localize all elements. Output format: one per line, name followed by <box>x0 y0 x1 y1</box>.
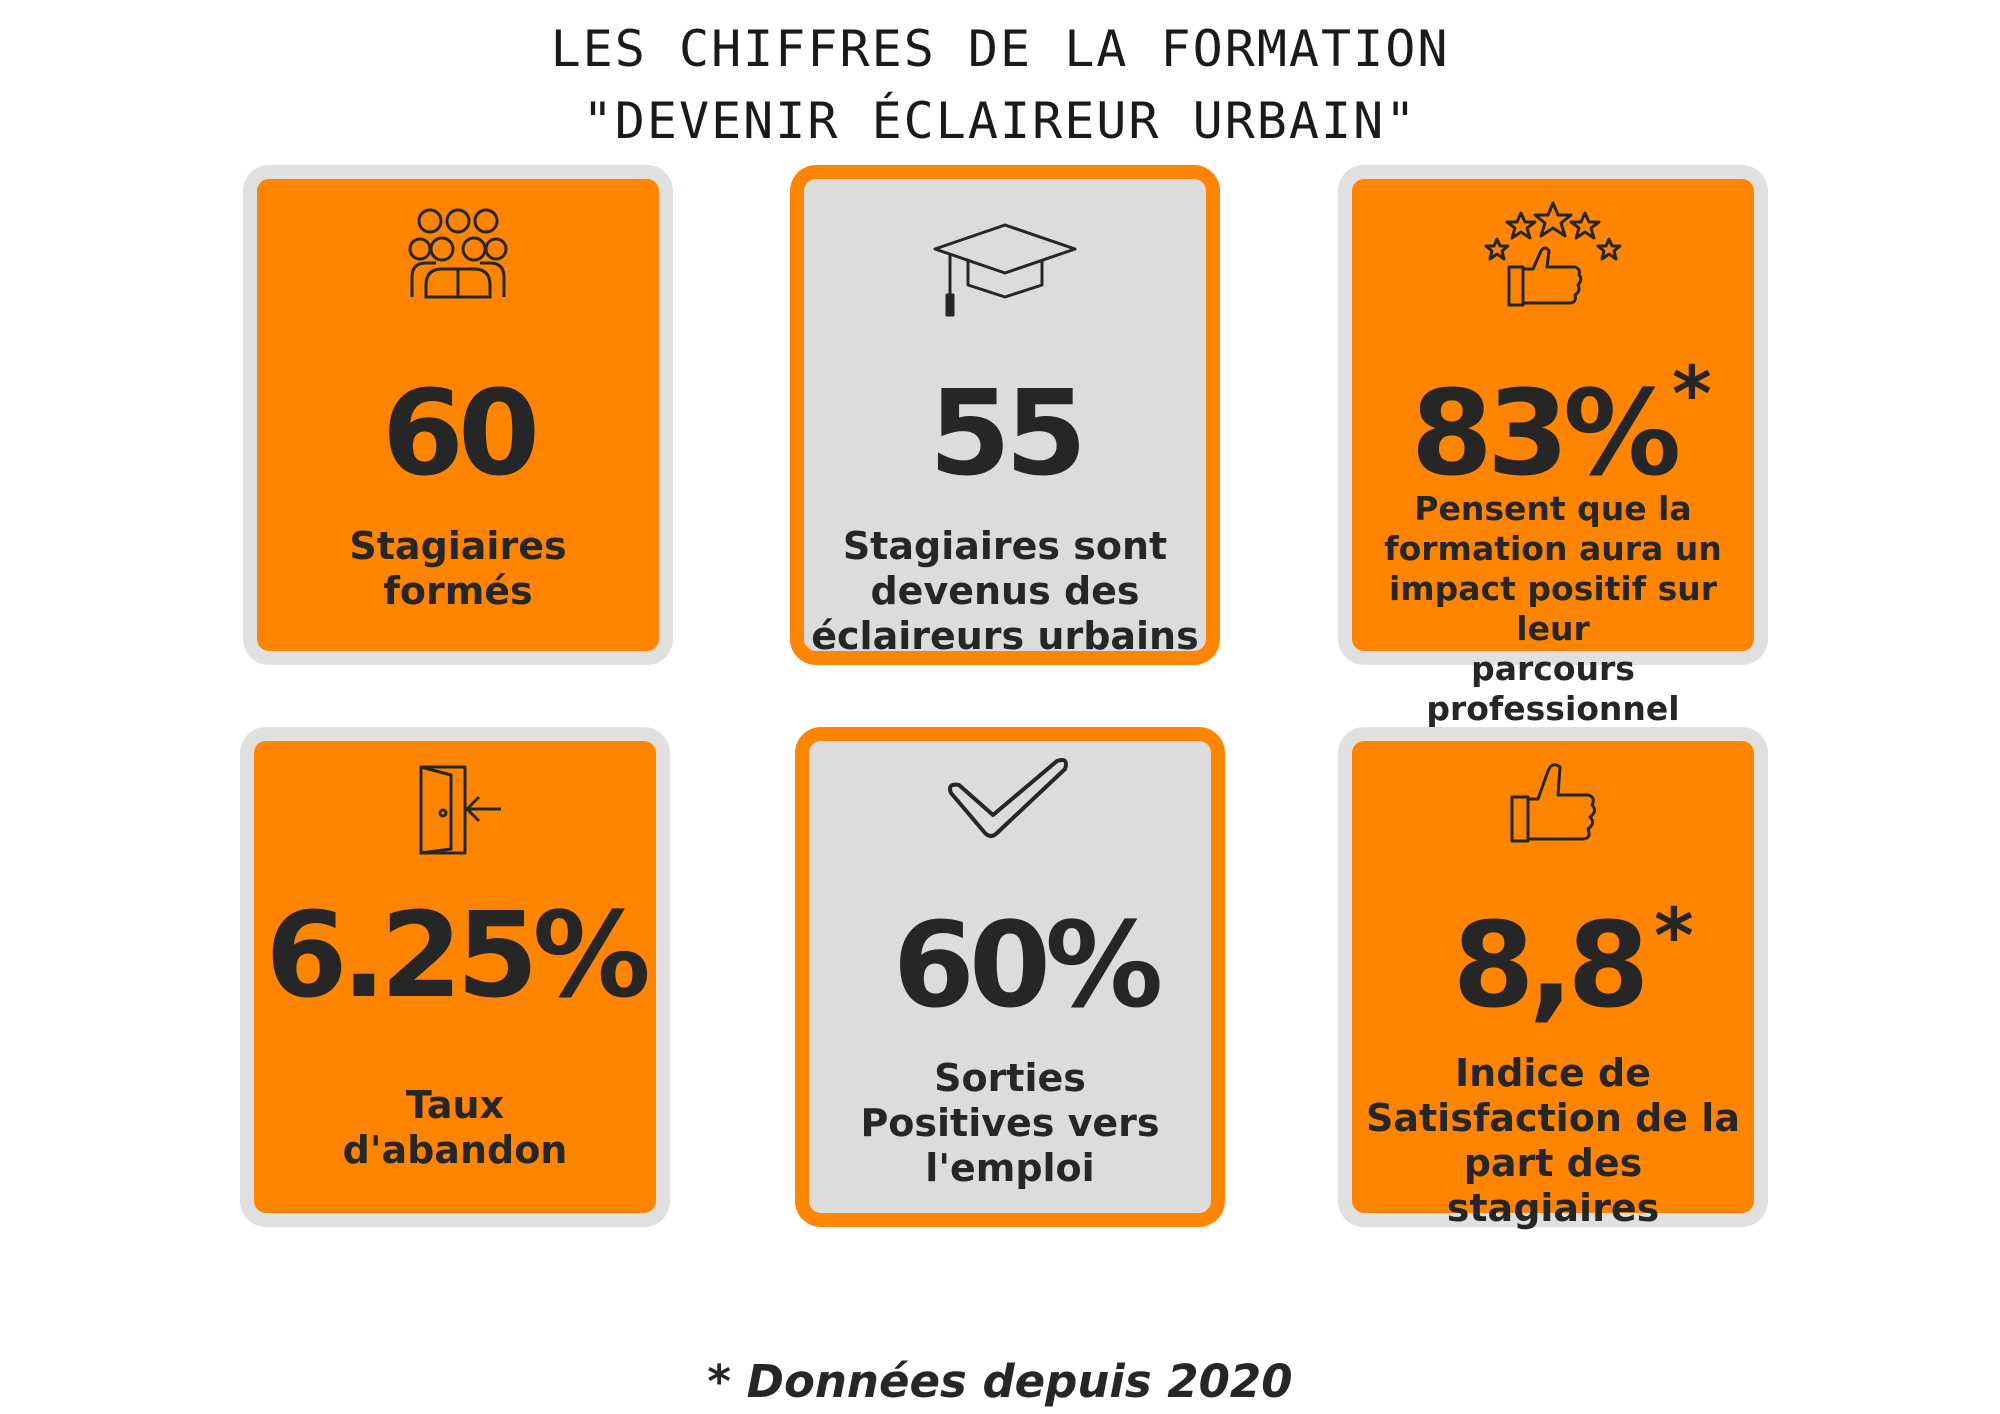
door-exit-icon <box>405 759 505 859</box>
stat-label: Stagiaires sont devenus des éclaireurs u… <box>811 524 1199 658</box>
stat-value: 60% <box>892 896 1163 1034</box>
asterisk-note: * <box>1654 891 1694 980</box>
stat-value: 60 <box>381 364 540 502</box>
stat-card-trainees: 60 Stagiaires formés <box>243 165 673 665</box>
stat-card-body: 55 Stagiaires sont devenus des éclaireur… <box>804 179 1206 658</box>
stat-value: 83% <box>1410 364 1681 502</box>
stat-card-body: 6.25% Taux d'abandon <box>254 741 656 1213</box>
stat-label: Pensent que la formation aura un impact … <box>1384 489 1722 728</box>
checkmark-icon <box>945 753 1075 843</box>
stat-card-dropout-rate: 6.25% Taux d'abandon <box>240 727 670 1227</box>
asterisk-note: * <box>1672 349 1712 438</box>
stat-card-graduates: 55 Stagiaires sont devenus des éclaireur… <box>790 165 1220 665</box>
group-people-icon <box>398 201 518 301</box>
stat-label: Sorties Positives vers l'emploi <box>860 1056 1160 1190</box>
stat-value: 55 <box>928 364 1087 502</box>
stat-card-body: 8,8 * Indice de Satisfaction de la part … <box>1352 741 1754 1230</box>
page-title-line-1: LES CHIFFRES DE LA FORMATION <box>550 20 1450 78</box>
stat-card-body: 60% Sorties Positives vers l'emploi <box>809 741 1211 1213</box>
graduation-cap-icon <box>930 217 1080 317</box>
stat-value: 8,8 <box>1452 896 1649 1034</box>
page-title-line-2: "DEVENIR ÉCLAIREUR URBAIN" <box>582 92 1418 150</box>
stat-label: Taux d'abandon <box>342 1083 568 1172</box>
thumbs-up-icon <box>1508 757 1598 847</box>
stat-card-positive-impact: 83% * Pensent que la formation aura un i… <box>1338 165 1768 728</box>
stat-label: Stagiaires formés <box>349 524 567 613</box>
stat-label: Indice de Satisfaction de la part des st… <box>1366 1051 1740 1230</box>
stat-card-body: 83% * Pensent que la formation aura un i… <box>1352 179 1754 728</box>
stat-value: 6.25% <box>265 886 650 1024</box>
footnote: * Données depuis 2020 <box>707 1355 1293 1408</box>
stat-card-positive-exits: 60% Sorties Positives vers l'emploi <box>795 727 1225 1227</box>
stat-card-satisfaction-index: 8,8 * Indice de Satisfaction de la part … <box>1338 727 1768 1230</box>
thumbs-up-stars-icon <box>1483 199 1623 309</box>
stat-card-body: 60 Stagiaires formés <box>257 179 659 651</box>
